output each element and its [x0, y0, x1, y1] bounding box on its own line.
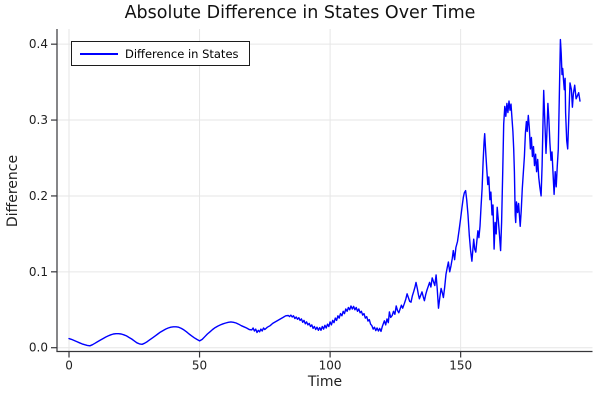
- x-tick-label: 50: [192, 359, 207, 373]
- legend-line-swatch: [80, 52, 118, 55]
- chart-title: Absolute Difference in States Over Time: [124, 3, 476, 23]
- y-tick-label: 0.1: [29, 265, 48, 279]
- legend-entry-label: Difference in States: [125, 46, 239, 61]
- y-tick-label: 0.3: [29, 113, 48, 127]
- legend-box: Difference in States: [71, 41, 250, 66]
- y-tick-label: 0.4: [29, 37, 48, 51]
- y-tick-label: 0.0: [29, 341, 48, 355]
- x-tick-label: 150: [449, 359, 472, 373]
- x-tick-label: 0: [65, 359, 73, 373]
- y-axis-label: Difference: [5, 154, 21, 228]
- y-tick-label: 0.2: [29, 189, 48, 203]
- series-line-difference-in-states: [68, 38, 581, 347]
- x-axis-label: Time: [307, 374, 343, 390]
- x-tick-label: 100: [319, 359, 342, 373]
